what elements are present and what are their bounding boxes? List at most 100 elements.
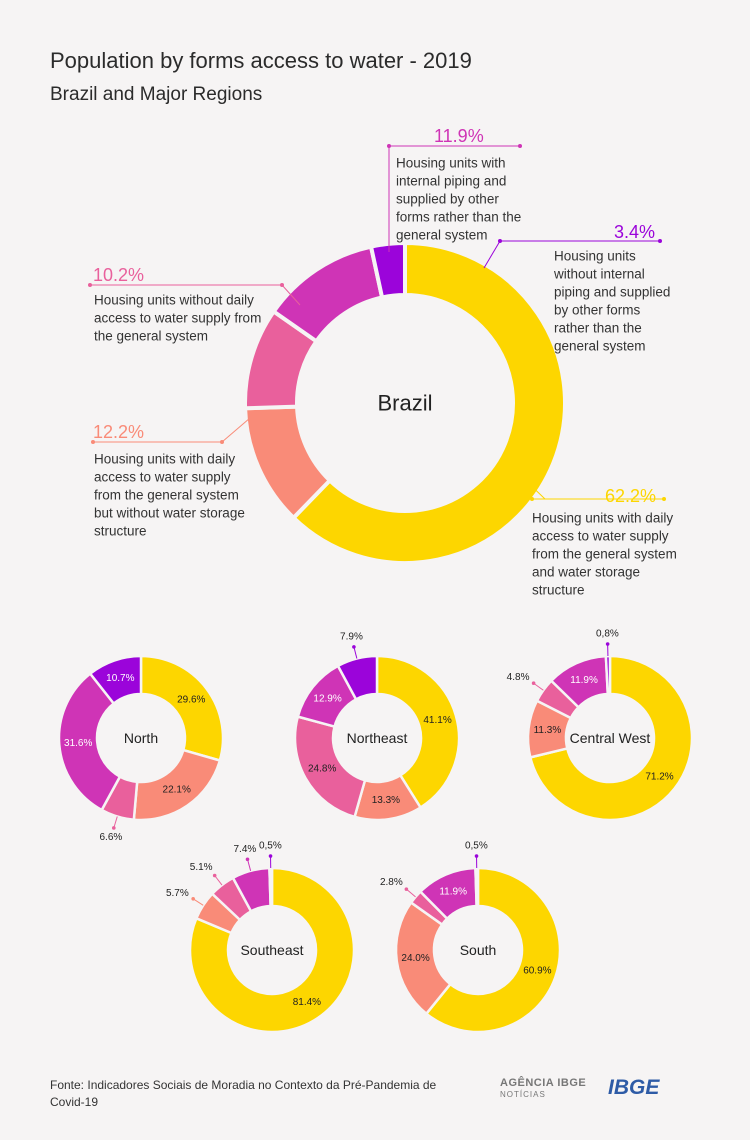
north-value-labels: 29.6% 22.1% 6.6% 31.6% 10.7% (64, 673, 206, 843)
brazil-value-label: 11.9% (434, 126, 484, 146)
southeast-value-label: 0,5% (259, 841, 282, 852)
brazil-category-label: access to water supply (94, 470, 231, 485)
north-value-label: 10.7% (106, 673, 134, 684)
central-west-slice-no-internal-other (604, 654, 612, 696)
northeast-value-labels: 41.1% 13.3% 24.8% 12.9% 7.9% (308, 632, 452, 806)
northeast-value-label: 12.9% (313, 693, 341, 704)
brazil-category-label: and water storage (532, 565, 640, 580)
ibge-logo: IBGE (608, 1076, 660, 1099)
brazil-donut: Brazil (243, 241, 567, 565)
southeast-value-label: 7.4% (234, 844, 257, 855)
brazil-annotation-no-internal-other: 3.4% Housing units without internal piping … (483, 222, 670, 354)
brazil-category-label: access to water supply (532, 529, 669, 544)
southeast-leader-dot (212, 873, 217, 878)
central-west-value-label: 11.9% (570, 675, 598, 686)
brazil-value-label: 3.4% (614, 222, 655, 242)
south-slice-daily-without-storage (394, 901, 452, 1015)
page-title: Population by forms access to water - 20… (50, 48, 472, 73)
brazil-leader-dot (662, 497, 666, 501)
brazil-leader-dot (387, 144, 391, 148)
north-slice-no-internal-other (88, 654, 143, 705)
brazil-category-label: Housing units with (396, 156, 506, 171)
south-slice-daily-with-storage (425, 866, 562, 1034)
central-west-leader-line (533, 682, 544, 691)
southeast-value-labels: 81.4% 5.7% 5.1% 7.4% 0,5% (166, 841, 321, 1008)
brazil-annotation-internal-other: 11.9% Housing units with internal piping a… (387, 126, 522, 252)
north-slice-internal-other (57, 672, 122, 812)
south-slice-no-internal-other (474, 866, 480, 908)
southeast-leader-line (247, 859, 252, 871)
south-value-label: 0,5% (465, 841, 488, 852)
brazil-leader-dot (91, 440, 95, 444)
brazil-category-label: Housing units (554, 249, 636, 264)
brazil-leader-dot (530, 497, 534, 501)
brazil-category-label: Housing units without daily (94, 293, 254, 308)
brazil-category-label: general system (554, 339, 646, 354)
northeast-value-label: 13.3% (372, 795, 400, 806)
central-west-leader-dot (605, 642, 610, 646)
northeast-slice-daily-with-storage (375, 654, 461, 809)
southeast-center-label: Southeast (240, 942, 303, 958)
brazil-category-label: Housing units with daily (532, 511, 673, 526)
southeast-donut: Southeast (188, 866, 356, 1034)
brazil-category-label: supplied by other (396, 192, 499, 207)
brazil-category-label: Housing units with daily (94, 452, 235, 467)
central-west-value-label: 11.3% (534, 725, 562, 736)
north-leader-line (113, 816, 118, 829)
north-leader-dot (112, 826, 116, 830)
agencia-ibge-logo: AGÊNCIA IBGE NOTÍCIAS (500, 1078, 586, 1100)
brazil-category-label: but without water storage (94, 506, 245, 521)
brazil-category-label: without internal (553, 267, 645, 282)
brazil-category-label: forms rather than the (396, 210, 521, 225)
south-value-label: 11.9% (439, 887, 467, 898)
brazil-category-label: piping and supplied (554, 285, 670, 300)
northeast-value-label: 7.9% (340, 632, 363, 643)
brazil-category-label: rather than the (554, 321, 642, 336)
north-donut: North (57, 654, 225, 822)
northeast-leader-line (353, 646, 358, 659)
north-value-label: 6.6% (100, 832, 123, 843)
brazil-center-label: Brazil (377, 391, 432, 416)
brazil-leader-dot (658, 239, 662, 243)
north-value-label: 22.1% (163, 784, 191, 795)
brazil-value-label: 12.2% (93, 422, 144, 442)
southeast-leader-line (214, 875, 223, 886)
brazil-leader-dot (498, 239, 502, 243)
page-subtitle: Brazil and Major Regions (50, 84, 263, 105)
south-value-labels: 60.9% 24.0% 2.8% 11.9% 0,5% (380, 841, 552, 977)
brazil-category-label: from the general system (94, 488, 239, 503)
donut-charts: Brazil 62.2% Housing units with daily acces… (57, 126, 694, 1034)
southeast-leader-dot (245, 857, 250, 862)
northeast-leader-dot (352, 645, 356, 649)
south-donut: South (394, 866, 562, 1034)
central-west-leader-dot (531, 681, 536, 686)
agencia-logo-line2: NOTÍCIAS (500, 1090, 546, 1099)
southeast-value-label: 5.7% (166, 888, 189, 899)
brazil-slice-daily-with-storage (291, 241, 567, 565)
northeast-value-label: 41.1% (423, 715, 451, 726)
northeast-slice-no-internal-other (336, 654, 379, 701)
brazil-category-label: structure (94, 524, 147, 539)
brazil-leader-line (221, 417, 251, 443)
brazil-annotation-without-daily: 10.2% Housing units without daily access t… (88, 265, 301, 344)
south-value-label: 24.0% (401, 953, 429, 964)
southeast-value-label: 81.4% (293, 997, 321, 1008)
central-west-donut: Central West (526, 654, 694, 822)
south-center-label: South (460, 942, 497, 958)
brazil-category-label: the general system (94, 329, 208, 344)
brazil-slice-no-internal-other (369, 241, 407, 300)
central-west-value-label: 0,8% (596, 629, 619, 640)
northeast-donut: Northeast (293, 654, 461, 822)
brazil-category-label: general system (396, 228, 488, 243)
south-value-label: 2.8% (380, 877, 403, 888)
north-slice-daily-with-storage (139, 654, 225, 762)
north-value-label: 31.6% (64, 738, 92, 749)
brazil-category-label: by other forms (554, 303, 641, 318)
central-west-slice-daily-with-storage (529, 654, 694, 822)
brazil-leader-line (281, 284, 301, 306)
brazil-annotation-daily-without-storage: 12.2% Housing units with daily access to w… (91, 417, 251, 539)
northeast-value-label: 24.8% (308, 764, 336, 775)
north-value-label: 29.6% (177, 695, 205, 706)
southeast-leader-line (192, 898, 204, 906)
agencia-logo-line1: AGÊNCIA IBGE (500, 1077, 587, 1089)
